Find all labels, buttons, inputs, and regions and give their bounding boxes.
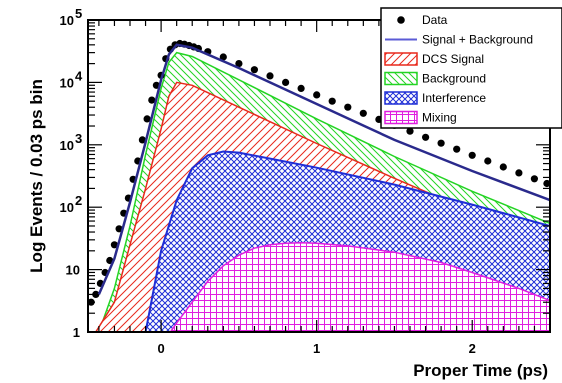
signal-plus-background-line	[97, 43, 550, 295]
legend-label: Mixing	[422, 111, 457, 125]
legend-entry: DCS Signal	[384, 52, 484, 66]
y-tick-label: 10	[60, 200, 74, 215]
data-point	[468, 151, 476, 159]
data-point	[138, 136, 146, 144]
y-tick-label: 1	[73, 325, 80, 340]
y-tick-exponent: 2	[75, 193, 82, 208]
data-point	[530, 175, 539, 183]
legend-entry: Interference	[384, 91, 486, 105]
x-tick-label: 2	[469, 341, 476, 356]
legend-label: Signal + Background	[422, 33, 533, 47]
legend-entry: Mixing	[384, 110, 457, 125]
y-tick-exponent: 5	[75, 6, 82, 21]
legend-marker	[397, 16, 405, 24]
legend-label: Interference	[422, 91, 486, 105]
plot-frame	[87, 19, 551, 333]
data-point	[328, 97, 336, 105]
legend-label: Background	[422, 72, 486, 86]
data-point	[282, 78, 290, 86]
data-point	[406, 127, 414, 135]
data-point	[219, 53, 227, 61]
plot-area	[88, 39, 550, 332]
legend-entry: Signal + Background	[385, 33, 533, 47]
legend-entry: Data	[397, 13, 448, 27]
y-tick-exponent: 3	[75, 131, 82, 146]
data-point	[344, 103, 352, 111]
legend-box	[380, 7, 562, 129]
data-point	[110, 241, 118, 249]
legend: Data Signal + Background DCS Signal Backgro…	[380, 7, 562, 129]
data-point	[143, 115, 151, 123]
y-tick-exponent: 4	[75, 68, 83, 83]
y-tick-label: 10	[66, 263, 80, 278]
y-tick-label: 10	[60, 13, 74, 28]
data-point	[297, 84, 305, 92]
y-tick-label: 10	[60, 75, 74, 90]
legend-swatch	[384, 71, 418, 86]
x-tick-label: 1	[313, 341, 320, 356]
y-tick-label: 10	[60, 138, 74, 153]
data-point	[359, 109, 367, 117]
y-axis-title: Log Events / 0.03 ps bin	[27, 79, 46, 273]
data-point	[266, 72, 274, 80]
data-point	[453, 145, 461, 153]
legend-entry: Background	[384, 71, 486, 86]
x-tick-label: 0	[157, 341, 164, 356]
data-point	[148, 96, 156, 104]
legend-swatch	[384, 91, 418, 105]
legend-label: DCS Signal	[422, 52, 484, 66]
data-point	[499, 163, 507, 171]
legend-swatch	[384, 110, 418, 125]
data-point	[313, 91, 321, 99]
data-point	[235, 60, 243, 68]
data-point	[422, 133, 430, 141]
data-point	[515, 169, 523, 177]
legend-label: Data	[422, 13, 448, 27]
data-point	[484, 157, 492, 165]
data-point	[437, 139, 445, 147]
x-axis-title: Proper Time (ps)	[413, 361, 548, 380]
data-point	[543, 179, 550, 188]
data-point	[250, 66, 258, 74]
mixing-fill	[169, 241, 550, 332]
data-point	[92, 290, 100, 298]
legend-swatch	[384, 52, 418, 66]
